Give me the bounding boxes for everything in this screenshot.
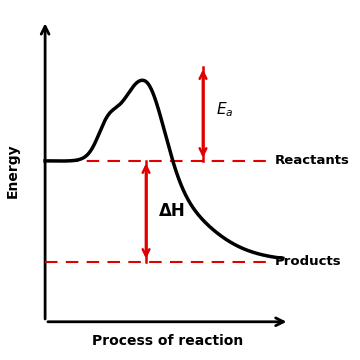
Text: Energy: Energy: [5, 144, 19, 198]
Text: ΔH: ΔH: [159, 202, 186, 220]
Text: Reactants: Reactants: [275, 154, 350, 167]
Text: Products: Products: [275, 255, 341, 268]
Text: E$_a$: E$_a$: [216, 101, 234, 120]
Text: Process of reaction: Process of reaction: [91, 334, 243, 348]
